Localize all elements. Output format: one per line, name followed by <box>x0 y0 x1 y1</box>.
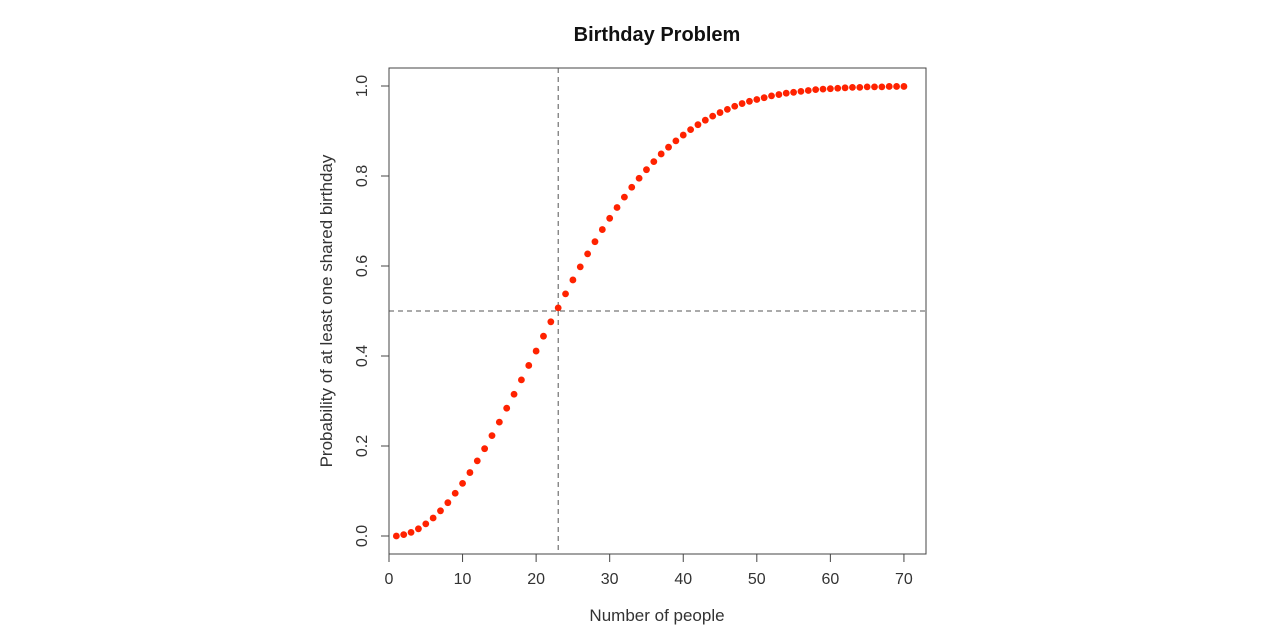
data-point <box>871 83 878 91</box>
data-point <box>525 362 533 369</box>
y-axis: 0.0 0.2 0.4 0.6 0.8 1.0 <box>354 75 390 547</box>
data-point <box>635 174 643 182</box>
data-point <box>723 106 731 113</box>
data-point <box>415 525 422 533</box>
data-point <box>598 226 606 233</box>
chart-title: Birthday Problem <box>574 24 741 46</box>
data-point <box>584 250 592 258</box>
data-point <box>893 83 900 90</box>
data-point <box>694 121 702 129</box>
data-point <box>620 193 628 201</box>
data-point <box>591 238 599 246</box>
data-point <box>841 84 849 92</box>
data-point <box>569 276 577 284</box>
y-tick-label: 0.0 <box>354 525 371 547</box>
data-point <box>665 143 672 151</box>
y-tick-label: 1.0 <box>354 75 371 97</box>
x-tick-label: 70 <box>895 571 913 588</box>
y-tick-label: 0.4 <box>354 345 371 367</box>
x-tick-label: 20 <box>527 571 545 588</box>
y-tick-label: 0.6 <box>354 255 371 277</box>
data-point <box>863 83 871 91</box>
data-point <box>451 489 459 497</box>
data-point <box>547 318 555 326</box>
data-point <box>422 520 430 528</box>
data-point <box>518 376 525 384</box>
y-tick-label: 0.2 <box>354 435 371 457</box>
reference-lines <box>389 68 926 554</box>
data-point <box>429 514 437 522</box>
data-point <box>753 96 761 103</box>
y-tick-label: 0.8 <box>354 165 371 187</box>
data-point <box>885 83 893 90</box>
x-tick-label: 10 <box>454 571 472 588</box>
data-point <box>775 91 783 98</box>
data-point <box>488 432 496 440</box>
data-point <box>790 88 797 96</box>
data-point <box>576 263 584 271</box>
data-point <box>687 126 695 134</box>
data-point <box>613 204 621 211</box>
data-point <box>650 158 658 166</box>
data-point <box>437 507 444 515</box>
data-point <box>459 479 466 487</box>
data-point <box>738 100 746 107</box>
data-point <box>628 183 636 191</box>
data-point <box>495 418 503 426</box>
data-point <box>768 92 775 100</box>
data-point <box>819 85 827 93</box>
data-point <box>643 166 650 174</box>
data-point <box>701 116 709 124</box>
data-point <box>392 532 400 540</box>
x-tick-label: 60 <box>821 571 839 588</box>
data-point <box>444 499 452 507</box>
x-tick-label: 40 <box>674 571 692 588</box>
data-point <box>679 131 687 139</box>
data-point <box>812 86 820 93</box>
data-point <box>900 83 908 90</box>
data-point <box>503 404 511 412</box>
data-point <box>473 457 481 465</box>
data-point <box>562 290 569 298</box>
plot-frame <box>388 67 927 555</box>
data-point <box>878 83 886 91</box>
data-point <box>856 83 864 91</box>
data-point <box>672 137 680 145</box>
data-point <box>804 87 812 94</box>
data-points <box>392 83 908 540</box>
data-point <box>407 529 415 536</box>
data-point <box>746 97 753 105</box>
x-tick-label: 50 <box>748 571 766 588</box>
data-point <box>554 304 562 312</box>
data-point <box>540 332 547 340</box>
data-point <box>532 347 540 355</box>
y-axis-label: Probability of at least one shared birth… <box>317 154 336 467</box>
x-tick-label: 30 <box>601 571 619 588</box>
data-point <box>716 109 724 116</box>
x-axis: 0 10 20 30 40 50 60 70 <box>385 553 913 588</box>
data-point <box>709 112 717 120</box>
data-point <box>797 88 805 95</box>
data-point <box>834 84 842 92</box>
data-point <box>400 531 408 539</box>
data-point <box>826 85 834 93</box>
data-point <box>466 469 474 476</box>
data-point <box>606 214 614 222</box>
data-point <box>782 89 790 97</box>
data-point <box>760 94 768 102</box>
data-point <box>731 102 739 110</box>
x-tick-label: 0 <box>385 571 394 588</box>
x-axis-label: Number of people <box>589 606 724 625</box>
data-point <box>481 445 489 453</box>
data-point <box>510 390 518 398</box>
data-point <box>657 150 665 158</box>
data-point <box>849 83 856 91</box>
